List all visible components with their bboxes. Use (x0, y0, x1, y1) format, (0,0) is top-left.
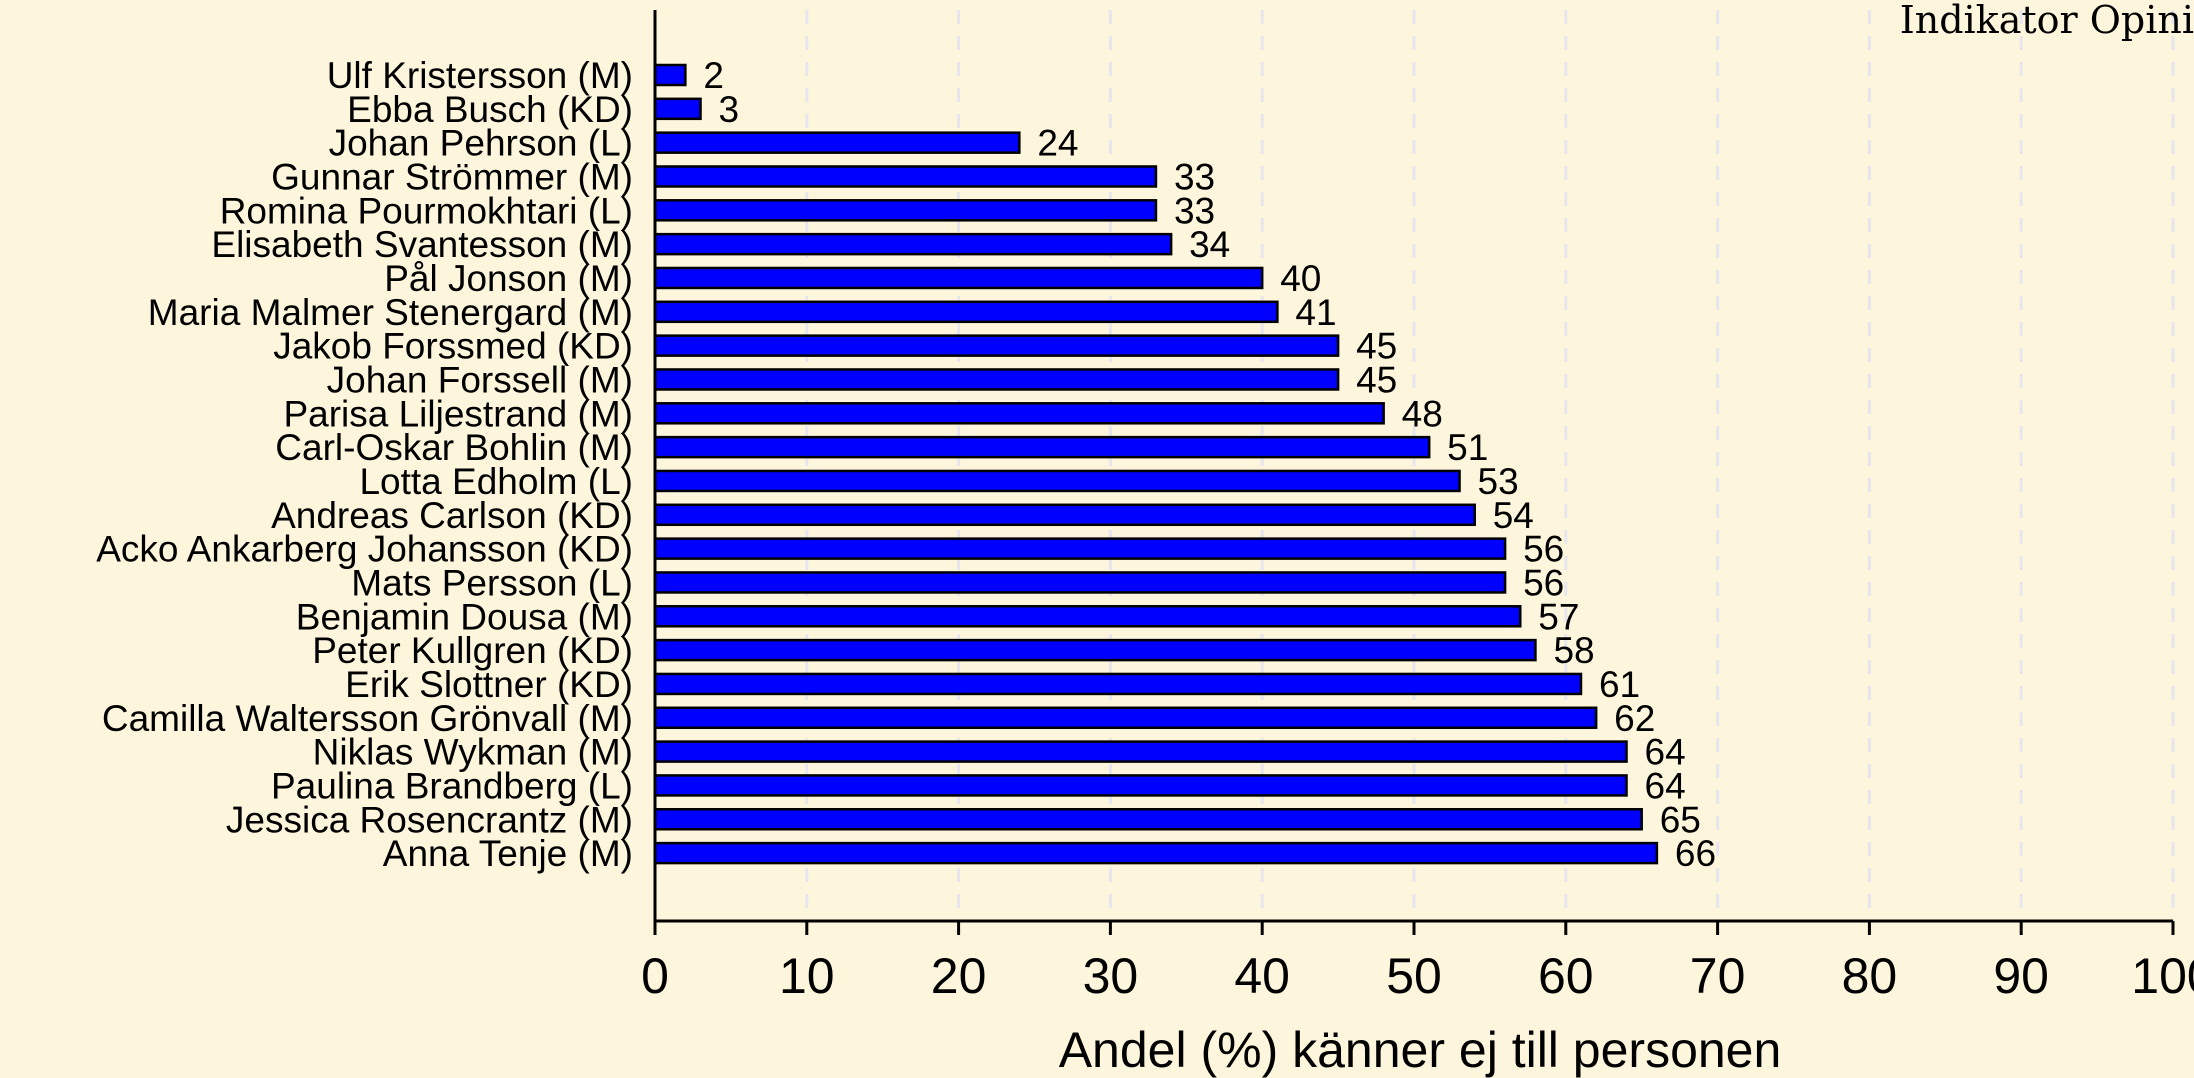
category-label: Peter Kullgren (KD) (312, 630, 633, 671)
bar (653, 266, 1264, 290)
x-tick-label: 90 (1993, 948, 2049, 1004)
category-label: Andreas Carlson (KD) (271, 495, 633, 536)
x-tick-label: 50 (1386, 948, 1442, 1004)
category-label: Niklas Wykman (M) (313, 732, 633, 773)
value-label: 40 (1280, 258, 1321, 299)
value-label: 45 (1356, 326, 1397, 367)
value-labels: 2324333334404145454851535456565758616264… (703, 55, 1716, 874)
value-label: 57 (1538, 596, 1579, 637)
bar (653, 740, 1628, 763)
bar (653, 300, 1279, 324)
category-label: Johan Pehrson (L) (329, 123, 633, 164)
bar (653, 774, 1628, 797)
value-label: 33 (1174, 156, 1215, 197)
x-tick-label: 30 (1083, 948, 1139, 1004)
bar (653, 97, 702, 121)
bar (653, 605, 1522, 628)
category-label: Maria Malmer Stenergard (M) (148, 292, 633, 333)
value-label: 54 (1493, 495, 1534, 536)
bar (653, 131, 1021, 154)
bar (653, 165, 1158, 188)
x-tick-label: 100 (2131, 948, 2194, 1004)
bar (653, 638, 1537, 662)
x-tick-label: 60 (1538, 948, 1594, 1004)
x-tick-label: 70 (1690, 948, 1746, 1004)
value-label: 61 (1599, 664, 1640, 705)
x-tick-label: 0 (641, 948, 669, 1004)
category-label: Lotta Edholm (L) (359, 461, 633, 502)
category-label: Ulf Kristersson (M) (327, 55, 633, 96)
category-label: Mats Persson (L) (351, 562, 633, 603)
category-label: Pål Jonson (M) (384, 258, 633, 299)
x-ticks: 0 10 20 30 40 50 60 70 80 90 100 (641, 921, 2194, 1004)
value-label: 66 (1675, 833, 1716, 874)
value-label: 45 (1356, 359, 1397, 400)
value-label: 34 (1189, 224, 1230, 265)
bar (653, 199, 1158, 222)
value-label: 3 (719, 89, 740, 130)
bar (653, 706, 1598, 730)
x-axis-title: Andel (%) känner ej till personen (1058, 1022, 1782, 1078)
category-label: Ebba Busch (KD) (347, 89, 633, 130)
bar (653, 469, 1461, 493)
bar (653, 232, 1173, 256)
value-label: 51 (1447, 427, 1488, 468)
value-label: 48 (1402, 393, 1443, 434)
category-labels: Ulf Kristersson (M)Ebba Busch (KD)Johan … (96, 55, 633, 874)
category-label: Jessica Rosencrantz (M) (226, 799, 633, 840)
category-label: Acko Ankarberg Johansson (KD) (96, 529, 633, 570)
value-label: 24 (1037, 123, 1078, 164)
bar (653, 672, 1583, 696)
category-label: Elisabeth Svantesson (M) (211, 224, 633, 265)
bar (653, 334, 1340, 357)
grid-lines (805, 10, 2175, 921)
x-tick-label: 20 (931, 948, 987, 1004)
bar (653, 435, 1431, 459)
category-label: Camilla Waltersson Grönvall (M) (102, 698, 633, 739)
category-label: Johan Forssell (M) (327, 359, 633, 400)
value-label: 58 (1553, 630, 1594, 671)
bar (653, 503, 1476, 527)
bar (653, 402, 1385, 425)
category-label: Benjamin Dousa (M) (296, 596, 633, 637)
category-label: Romina Pourmokhtari (L) (220, 190, 633, 231)
value-label: 56 (1523, 562, 1564, 603)
value-label: 2 (703, 55, 724, 96)
category-label: Paulina Brandberg (L) (271, 765, 633, 806)
value-label: 53 (1478, 461, 1519, 502)
value-label: 62 (1614, 698, 1655, 739)
bar (653, 841, 1659, 865)
value-label: 64 (1645, 765, 1686, 806)
bar (653, 368, 1340, 391)
x-tick-label: 10 (779, 948, 835, 1004)
value-label: 64 (1645, 732, 1686, 773)
value-label: 56 (1523, 529, 1564, 570)
x-tick-label: 40 (1234, 948, 1290, 1004)
value-label: 33 (1174, 190, 1215, 231)
bar (653, 571, 1507, 594)
category-label: Jakob Forssmed (KD) (273, 326, 633, 367)
category-label: Carl-Oskar Bohlin (M) (275, 427, 633, 468)
x-tick-label: 80 (1842, 948, 1898, 1004)
source-label: Indikator Opini (1899, 0, 2194, 42)
bar (653, 808, 1643, 831)
bar (653, 63, 687, 87)
category-label: Anna Tenje (M) (383, 833, 633, 874)
value-label: 65 (1660, 799, 1701, 840)
category-label: Gunnar Strömmer (M) (271, 156, 633, 197)
category-label: Erik Slottner (KD) (345, 664, 633, 705)
category-label: Parisa Liljestrand (M) (283, 393, 633, 434)
bar (653, 537, 1507, 560)
value-label: 41 (1295, 292, 1336, 333)
